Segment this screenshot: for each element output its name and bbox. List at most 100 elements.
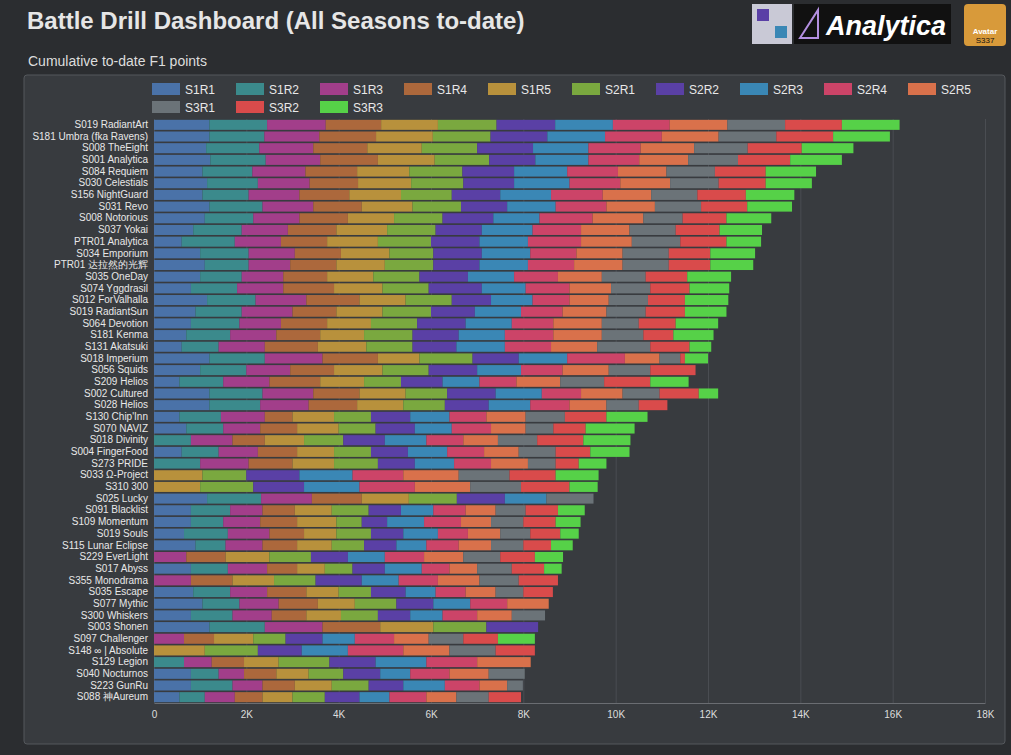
- y-tick-label: S109 Momentum: [72, 516, 148, 527]
- bar-segment: [695, 365, 696, 375]
- legend-label: S3R1: [185, 101, 215, 115]
- y-tick: S034 Emporium: [76, 248, 154, 259]
- logo-mark: [800, 10, 818, 38]
- bar-segment: [447, 388, 495, 398]
- bar-segment: [212, 657, 244, 667]
- bar-segment: [548, 599, 549, 609]
- bar-segment: [479, 575, 518, 585]
- bar-segment: [154, 423, 186, 433]
- y-tick: S229 EverLight: [80, 551, 154, 562]
- y-tick-label: S148 ∞ | Absolute: [68, 645, 148, 656]
- bar-segment: [505, 330, 553, 340]
- logo-background: [794, 4, 951, 44]
- bar-segment: [563, 307, 607, 317]
- y-tick: S130 Chip'Inn: [85, 411, 154, 422]
- bar-segment: [269, 377, 320, 387]
- bar-segment: [179, 377, 223, 387]
- bar-segment: [237, 283, 283, 293]
- y-tick-label: S040 Nocturnos: [76, 668, 148, 679]
- y-tick: S019 Souls: [97, 528, 154, 539]
- bar-segment: [567, 353, 625, 363]
- bar-segment: [306, 610, 341, 620]
- bar-segment: [433, 505, 465, 515]
- bar-segment: [244, 669, 276, 679]
- y-tick-label: S084 Requiem: [82, 166, 148, 177]
- bar-segment: [406, 295, 452, 305]
- legend-swatch: [152, 83, 180, 95]
- x-tick: 16K: [884, 119, 902, 720]
- bar-segment: [265, 435, 304, 445]
- bar-segment: [262, 202, 313, 212]
- y-tick: S109 Momentum: [72, 516, 154, 527]
- bar-segment: [154, 213, 205, 223]
- bar-segment: [326, 120, 381, 130]
- bar-segment: [498, 435, 537, 445]
- bar-segment: [336, 307, 382, 317]
- bar-segment: [378, 610, 410, 620]
- y-tick: PTR01 达拉然的光辉: [54, 259, 154, 270]
- x-axis-line: [155, 703, 986, 704]
- grid-line: [800, 119, 801, 703]
- bar-segment: [209, 202, 262, 212]
- bar-segment: [604, 377, 650, 387]
- y-tick-label: S019 RadiantArt: [75, 119, 149, 130]
- bar-segment: [332, 680, 369, 690]
- bar-segment: [369, 680, 404, 690]
- bar-segment: [512, 318, 554, 328]
- bar-segment: [535, 552, 563, 562]
- bar-segment: [288, 225, 336, 235]
- bar-segment: [313, 388, 359, 398]
- bar-segment: [648, 295, 685, 305]
- bar-segment: [833, 131, 890, 141]
- bar-segment: [304, 482, 359, 492]
- series-group: [184, 120, 381, 702]
- bar-segment: [486, 622, 538, 632]
- bar-segment: [265, 412, 293, 422]
- bar-segment: [154, 587, 193, 597]
- y-tick-label: S037 Yokai: [98, 224, 148, 235]
- bar-segment: [306, 587, 338, 597]
- bar-segment: [209, 131, 264, 141]
- bar-segment: [260, 517, 297, 527]
- bar-segment: [276, 669, 308, 679]
- bar-segment: [546, 494, 593, 504]
- bar-segment: [205, 645, 258, 655]
- page-background: [0, 0, 1011, 755]
- bar-segment: [588, 155, 639, 165]
- bar-segment: [242, 272, 284, 282]
- bar-segment: [461, 202, 507, 212]
- bar-segment: [422, 564, 450, 574]
- y-tick-label: S031 Revo: [99, 201, 149, 212]
- bar-segment: [341, 610, 378, 620]
- bar-segment: [209, 353, 264, 363]
- bar-segment: [264, 131, 319, 141]
- bar-segment: [489, 155, 535, 165]
- bar-segment: [154, 412, 179, 422]
- bar-segment: [184, 634, 214, 644]
- y-tick: S131 Akatsuki: [85, 341, 154, 352]
- bar-segment: [726, 237, 761, 247]
- bar-segment: [438, 529, 468, 539]
- bar-segment: [329, 657, 375, 667]
- bar-segment: [534, 645, 535, 655]
- bar-segment: [449, 412, 486, 422]
- qr-icon-part: [775, 26, 787, 38]
- bar-segment: [496, 645, 535, 655]
- y-tick: S035 OneDay: [85, 271, 154, 282]
- y-tick-label: S088 神Aureum: [77, 691, 148, 702]
- bar-segment: [720, 225, 762, 235]
- bar-segment: [429, 283, 482, 293]
- y-tick-label: S355 Monodrama: [69, 575, 149, 586]
- bar-segment: [662, 131, 719, 141]
- bar-segment: [602, 330, 644, 340]
- bar-segment: [154, 120, 209, 130]
- bar-segment: [454, 459, 491, 469]
- bar-segment: [376, 131, 433, 141]
- bar-segment: [380, 622, 433, 632]
- bar-segment: [297, 517, 336, 527]
- bar-segment: [519, 575, 558, 585]
- legend-swatch: [152, 101, 180, 113]
- bar-segment: [632, 237, 680, 247]
- series-group: [463, 120, 842, 702]
- bar-segment: [489, 669, 525, 679]
